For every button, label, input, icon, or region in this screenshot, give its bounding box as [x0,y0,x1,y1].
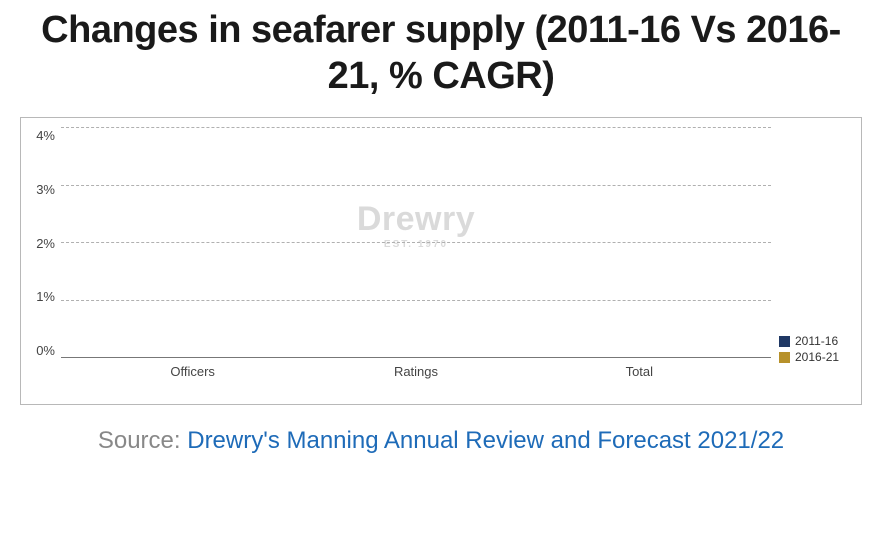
source-link[interactable]: Drewry's Manning Annual Review and Forec… [187,427,784,454]
legend-item: 2016-21 [779,350,851,364]
source-prefix: Source: [98,427,187,454]
chart-title: Changes in seafarer supply (2011-16 Vs 2… [20,8,862,99]
x-axis: Officers Ratings Total [61,358,771,379]
x-tick-label: Total [584,364,694,379]
y-tick-label: 1% [31,289,55,304]
legend-swatch [779,336,790,347]
source-line: Source: Drewry's Manning Annual Review a… [20,427,862,455]
x-tick-label: Ratings [361,364,471,379]
y-tick-label: 0% [31,343,55,358]
bars-row [61,128,771,358]
legend: 2011-16 2016-21 [771,128,851,398]
y-tick-label: 2% [31,236,55,251]
legend-label: 2011-16 [795,334,838,348]
legend-item: 2011-16 [779,334,851,348]
chart-container: 4% 3% 2% 1% 0% Drewry EST. 1970 Officers… [20,117,862,405]
y-tick-label: 3% [31,182,55,197]
legend-label: 2016-21 [795,350,839,364]
x-tick-label: Officers [138,364,248,379]
plot-area: Drewry EST. 1970 [61,128,771,358]
y-axis: 4% 3% 2% 1% 0% [31,128,61,358]
y-tick-label: 4% [31,128,55,143]
legend-swatch [779,352,790,363]
